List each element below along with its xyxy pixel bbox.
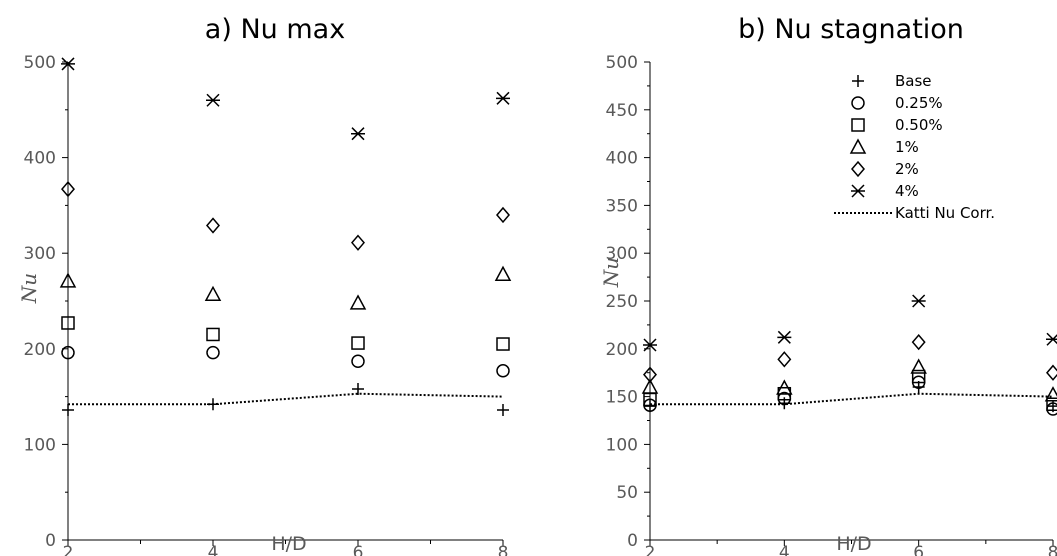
x-tick-label: 2 <box>63 543 74 556</box>
data-point-0-25 <box>496 364 510 378</box>
y-tick-label: 500 <box>606 53 638 73</box>
data-point-0-25 <box>351 354 365 368</box>
x-axis-label: H/D <box>836 533 871 555</box>
data-point-1 <box>59 272 77 288</box>
y-tick-label: 50 <box>616 483 638 503</box>
y-tick-label: 250 <box>606 292 638 312</box>
panel-nu-max: a) Nu max 0 100 200 300 400 500 2 4 6 8 H/D Nu <box>17 14 512 556</box>
legend-label-katti-nu-corr: Katti Nu Corr. <box>895 204 995 222</box>
legend-label-0-25: 0.25% <box>895 94 943 112</box>
data-point-0-25 <box>1046 402 1057 416</box>
chart-title: a) Nu max <box>205 14 345 45</box>
data-point-2 <box>1046 364 1057 381</box>
legend-label-2: 2% <box>895 160 919 178</box>
y-tick-label: 300 <box>24 244 56 264</box>
x-tick-label: 2 <box>645 543 656 556</box>
x-tick-label: 6 <box>353 543 364 556</box>
data-point-1 <box>776 379 793 395</box>
data-point-2 <box>777 351 792 368</box>
data-point-4 <box>1046 332 1057 346</box>
data-point-4 <box>911 294 926 308</box>
x-tick-label: 4 <box>208 543 219 556</box>
y-tick-label: 400 <box>606 149 638 169</box>
y-axis-label: Nu <box>599 257 623 288</box>
data-point-0-25 <box>61 345 75 360</box>
legend-marker-4 <box>851 184 865 198</box>
data-point-4 <box>496 91 510 105</box>
x-tick-label: 8 <box>498 543 509 556</box>
legend-label-base: Base <box>895 72 932 90</box>
series-line-katti-nu-corr <box>650 392 1054 406</box>
legend-marker-0-50 <box>851 118 865 132</box>
series-line-katti-nu-corr <box>68 392 504 406</box>
x-tick-label: 8 <box>1048 543 1057 556</box>
legend-marker-0-25 <box>851 96 865 110</box>
data-point-1 <box>494 265 512 281</box>
legend-label-1: 1% <box>895 138 919 156</box>
panel-nu-stagnation: b) Nu stagnation 0 50 100 150 200 250 300 350 400… <box>599 14 1057 556</box>
data-point-4 <box>643 338 657 352</box>
y-tick-label: 400 <box>24 149 56 169</box>
legend-label-4: 4% <box>895 182 919 200</box>
x-tick-label: 4 <box>779 543 790 556</box>
data-point-2 <box>206 217 220 234</box>
y-tick-label: 300 <box>606 244 638 264</box>
data-point-2 <box>643 366 657 383</box>
x-tick-label: 6 <box>913 543 924 556</box>
data-point-2 <box>911 333 926 351</box>
data-point-0-25 <box>206 345 220 360</box>
data-point-4 <box>777 330 792 344</box>
chart-title: b) Nu stagnation <box>738 14 964 45</box>
y-tick-label: 500 <box>24 53 56 73</box>
data-point-0-50 <box>496 337 510 351</box>
data-point-1 <box>641 378 659 394</box>
x-axis-label: H/D <box>271 533 306 555</box>
data-point-1 <box>204 285 222 302</box>
legend-marker-base <box>852 75 864 87</box>
y-tick-label: 200 <box>606 340 638 360</box>
legend-label-0-50: 0.50% <box>895 116 943 134</box>
data-point-base <box>497 403 509 416</box>
y-tick-label: 100 <box>606 435 638 455</box>
data-point-0-50 <box>206 327 220 342</box>
y-tick-label: 350 <box>606 196 638 216</box>
data-point-4 <box>61 57 75 71</box>
data-point-1 <box>910 358 927 374</box>
legend-marker-1 <box>849 138 867 154</box>
legend-marker-2 <box>851 160 865 178</box>
y-tick-label: 0 <box>627 531 638 551</box>
data-point-2 <box>351 234 365 251</box>
y-tick-label: 0 <box>45 531 56 551</box>
y-tick-label: 150 <box>606 388 638 408</box>
data-point-base <box>207 398 219 411</box>
y-tick-label: 450 <box>606 101 638 121</box>
data-point-0-50 <box>61 316 75 330</box>
y-tick-label: 200 <box>24 340 56 360</box>
data-point-0-50 <box>911 369 926 384</box>
data-point-2 <box>61 180 75 198</box>
data-point-1 <box>349 294 367 310</box>
data-point-0-50 <box>1046 397 1057 411</box>
data-point-base <box>62 403 74 416</box>
y-tick-label: 100 <box>24 435 56 455</box>
data-point-4 <box>351 127 365 141</box>
data-point-2 <box>496 206 510 224</box>
data-point-4 <box>206 93 220 107</box>
data-point-0-50 <box>351 336 365 350</box>
y-axis-label: Nu <box>17 273 41 304</box>
data-point-base <box>352 382 364 395</box>
